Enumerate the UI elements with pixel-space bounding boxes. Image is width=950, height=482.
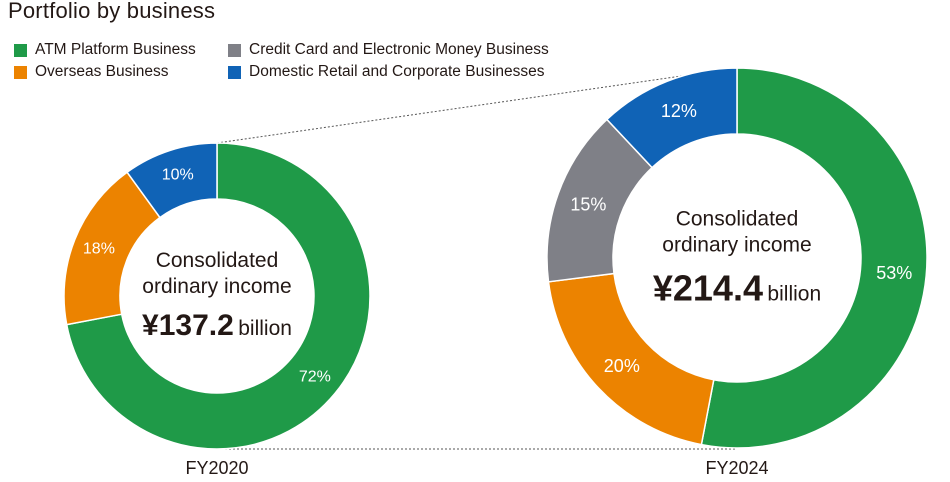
legend-label-overseas: Overseas Business <box>35 63 169 80</box>
center-label-line-2: ordinary income <box>142 275 292 299</box>
legend-item-overseas: Overseas Business <box>14 63 169 81</box>
legend-label-atm: ATM Platform Business <box>35 41 196 58</box>
legend-swatch-credit <box>228 43 241 57</box>
donut-fy2024: 53% 20% 15% 12% <box>546 67 928 449</box>
center-label-line-1: Consolidated <box>675 207 799 231</box>
guide-line-top <box>216 67 738 144</box>
donut-fy2020: 72% 18% 10% <box>63 142 371 450</box>
slice-label-domestic-retail-and-corporate-businesses: 12% <box>661 101 697 121</box>
center-label-line-2: ordinary income <box>662 233 812 257</box>
slice-atm-platform-business <box>65 142 371 450</box>
slice-domestic-retail-and-corporate-businesses <box>605 67 738 169</box>
center-amount: ¥214.4 <box>652 266 763 308</box>
slice-label-domestic-retail-and-corporate-businesses: 10% <box>162 167 194 184</box>
slice-label-atm-platform-business: 53% <box>876 263 912 283</box>
center-amount-row: ¥214.4 billion <box>653 265 821 310</box>
center-amount-unit: billion <box>767 281 822 305</box>
slice-label-atm-platform-business: 72% <box>299 368 331 385</box>
slice-domestic-retail-and-corporate-businesses <box>126 142 218 219</box>
center-amount-row: ¥137.2 billion <box>142 307 292 345</box>
slice-label-overseas-business: 18% <box>83 241 115 258</box>
center-text-fy2020: Consolidated ordinary income ¥137.2 bill… <box>142 248 292 344</box>
year-label-fy2024: FY2024 <box>705 458 769 478</box>
legend-item-credit: Credit Card and Electronic Money Busines… <box>228 41 549 59</box>
year-label-fy2020: FY2020 <box>185 458 249 478</box>
legend-swatch-overseas <box>14 65 27 79</box>
legend-item-domestic: Domestic Retail and Corporate Businesses <box>228 63 545 81</box>
chart-title: Portfolio by business <box>8 0 216 23</box>
center-amount-unit: billion <box>238 316 292 340</box>
center-label-line-1: Consolidated <box>155 249 279 272</box>
legend-item-atm: ATM Platform Business <box>14 41 196 59</box>
slice-atm-platform-business <box>700 67 928 449</box>
legend-label-credit: Credit Card and Electronic Money Busines… <box>249 41 549 58</box>
legend-swatch-domestic <box>228 65 241 79</box>
legend-label-domestic: Domestic Retail and Corporate Businesses <box>249 63 545 80</box>
center-text-fy2024: Consolidated ordinary income ¥214.4 bill… <box>653 206 821 310</box>
legend-swatch-atm <box>14 43 27 57</box>
slice-label-overseas-business: 20% <box>604 356 640 376</box>
slice-label-credit-card-and-electronic-money-business: 15% <box>570 194 606 214</box>
center-amount: ¥137.2 <box>142 308 234 342</box>
